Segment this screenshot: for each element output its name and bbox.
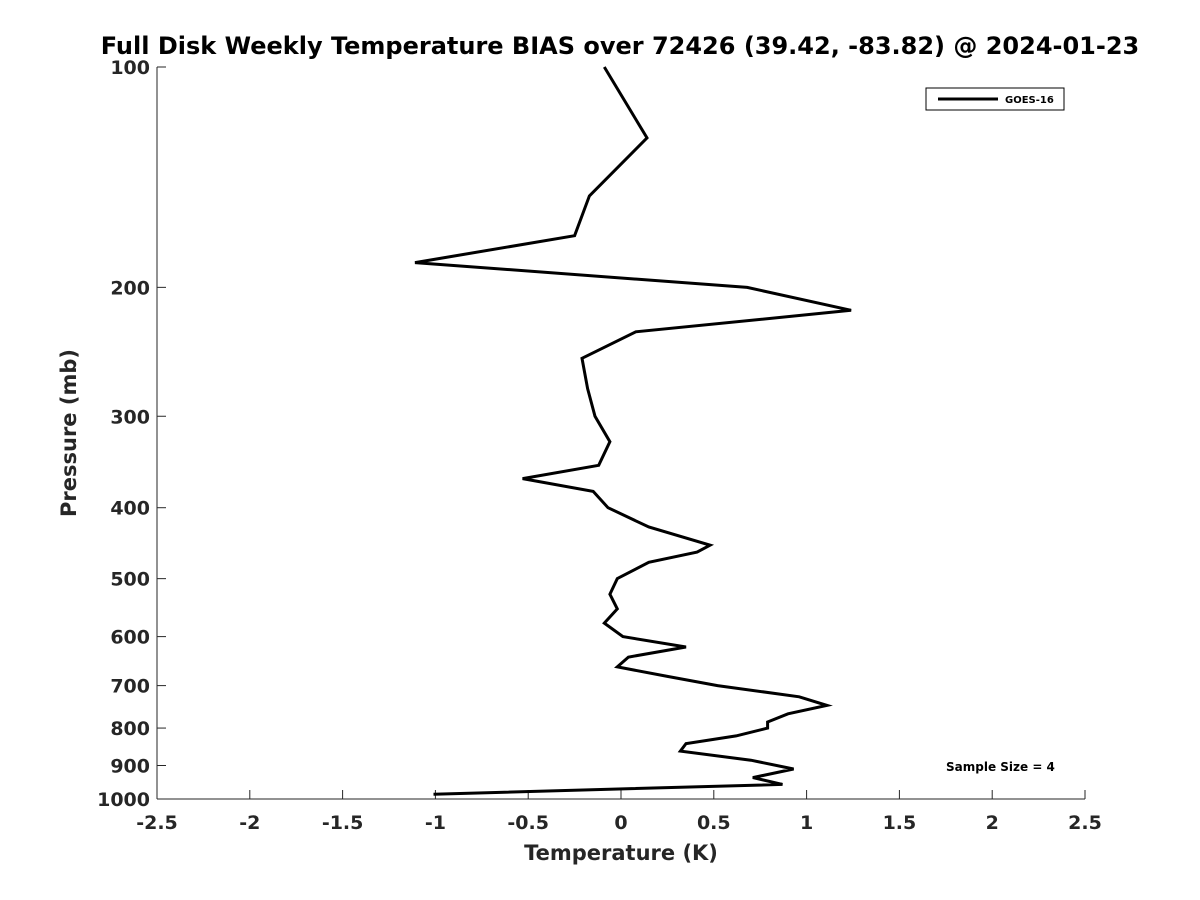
x-tick-label: -2 [239,812,260,834]
y-axis: 100 200 300 400 500 600 700 800 900 1000 [97,57,166,811]
x-tick-label: -1 [425,812,446,834]
x-tick-label: 0.5 [697,812,731,834]
series-line-goes-16 [414,66,852,796]
y-tick-label: 400 [110,498,150,520]
x-axis-label: Temperature (K) [524,841,718,865]
legend-label-goes-16: GOES-16 [1005,95,1054,106]
y-tick-label: 500 [110,569,150,591]
y-tick-label: 200 [110,277,150,299]
x-tick-label: 0 [614,812,627,834]
chart-title: Full Disk Weekly Temperature BIAS over 7… [101,32,1140,60]
y-axis-label: Pressure (mb) [57,349,81,517]
sample-size-annotation: Sample Size = 4 [946,760,1055,774]
y-tick-label: 600 [110,627,150,649]
x-tick-label: -0.5 [507,812,549,834]
y-tick-label: 800 [110,718,150,740]
x-tick-label: 2.5 [1068,812,1102,834]
y-tick-label: 1000 [97,789,150,811]
x-axis: -2.5 -2 -1.5 -1 -0.5 0 0.5 1 1.5 2 2.5 [136,790,1102,834]
x-tick-label: 1 [800,812,813,834]
y-tick-label: 700 [110,676,150,698]
y-tick-label: 100 [110,57,150,79]
plot-area [157,67,1085,799]
y-tick-label: 300 [110,406,150,428]
y-tick-label: 900 [110,756,150,778]
x-tick-label: -2.5 [136,812,178,834]
x-tick-label: -1.5 [322,812,364,834]
x-tick-label: 1.5 [883,812,917,834]
x-tick-label: 2 [986,812,999,834]
legend: GOES-16 [925,87,1065,111]
